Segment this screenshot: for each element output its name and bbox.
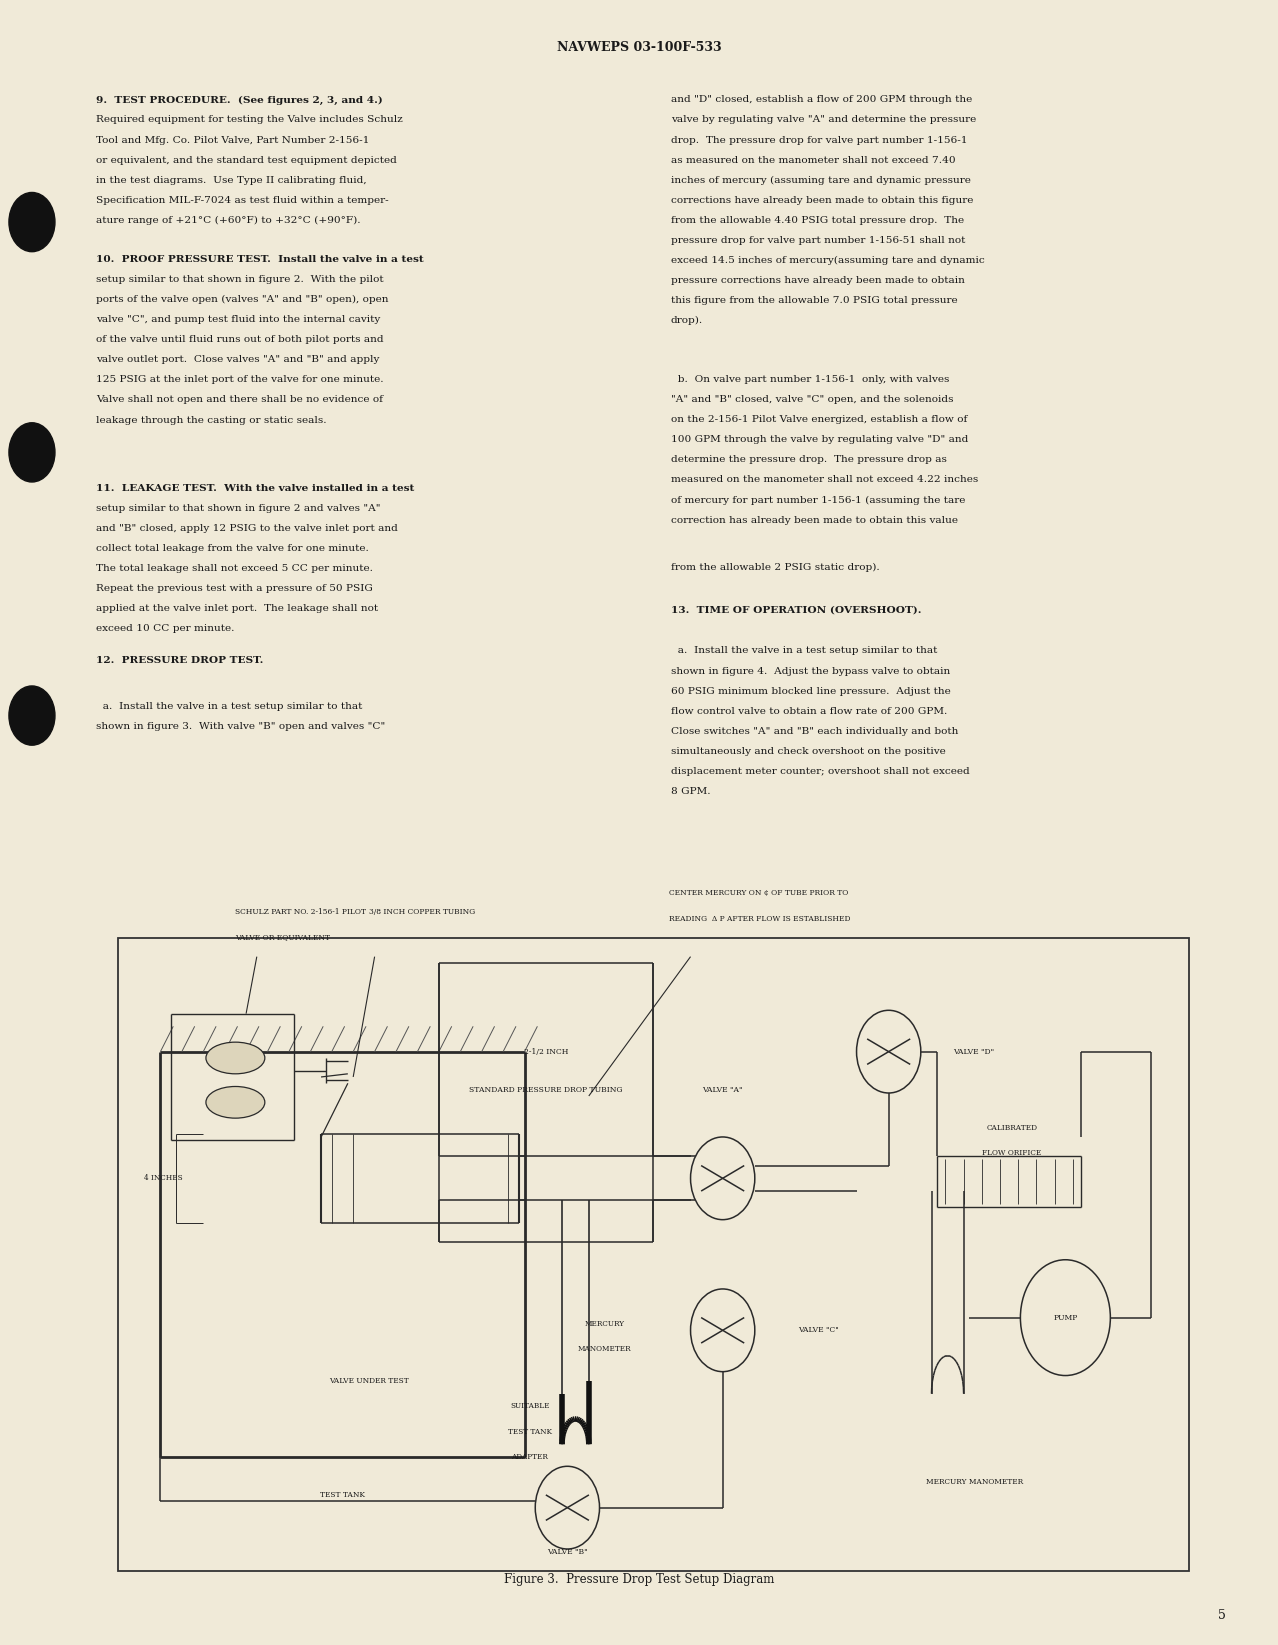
Text: measured on the manometer shall not exceed 4.22 inches: measured on the manometer shall not exce… <box>671 475 978 484</box>
Text: STANDARD PRESSURE DROP TUBING: STANDARD PRESSURE DROP TUBING <box>469 1086 622 1094</box>
Text: "A" and "B" closed, valve "C" open, and the solenoids: "A" and "B" closed, valve "C" open, and … <box>671 395 953 405</box>
Text: this figure from the allowable 7.0 PSIG total pressure: this figure from the allowable 7.0 PSIG … <box>671 296 957 304</box>
Text: 125 PSIG at the inlet port of the valve for one minute.: 125 PSIG at the inlet port of the valve … <box>96 375 383 385</box>
Text: on the 2-156-1 Pilot Valve energized, establish a flow of: on the 2-156-1 Pilot Valve energized, es… <box>671 415 967 424</box>
Text: flow control valve to obtain a flow rate of 200 GPM.: flow control valve to obtain a flow rate… <box>671 707 947 716</box>
Text: setup similar to that shown in figure 2 and valves "A": setup similar to that shown in figure 2 … <box>96 503 381 513</box>
Text: TEST TANK: TEST TANK <box>507 1428 552 1436</box>
Text: exceed 10 CC per minute.: exceed 10 CC per minute. <box>96 623 234 633</box>
Text: applied at the valve inlet port.  The leakage shall not: applied at the valve inlet port. The lea… <box>96 604 378 614</box>
Text: and "B" closed, apply 12 PSIG to the valve inlet port and: and "B" closed, apply 12 PSIG to the val… <box>96 523 397 533</box>
Text: CALIBRATED: CALIBRATED <box>987 1124 1038 1132</box>
Text: TEST TANK: TEST TANK <box>320 1490 366 1499</box>
Text: Repeat the previous test with a pressure of 50 PSIG: Repeat the previous test with a pressure… <box>96 584 373 592</box>
Circle shape <box>9 192 55 252</box>
Text: drop.  The pressure drop for valve part number 1-156-1: drop. The pressure drop for valve part n… <box>671 135 967 145</box>
FancyBboxPatch shape <box>118 938 1189 1571</box>
Text: as measured on the manometer shall not exceed 7.40: as measured on the manometer shall not e… <box>671 156 956 164</box>
Text: determine the pressure drop.  The pressure drop as: determine the pressure drop. The pressur… <box>671 456 947 464</box>
Text: PUMP: PUMP <box>1053 1314 1077 1321</box>
Text: 12.  PRESSURE DROP TEST.: 12. PRESSURE DROP TEST. <box>96 656 263 665</box>
Text: 11.  LEAKAGE TEST.  With the valve installed in a test: 11. LEAKAGE TEST. With the valve install… <box>96 484 414 492</box>
Text: Close switches "A" and "B" each individually and both: Close switches "A" and "B" each individu… <box>671 727 958 735</box>
Text: 10.  PROOF PRESSURE TEST.  Install the valve in a test: 10. PROOF PRESSURE TEST. Install the val… <box>96 255 423 263</box>
Text: leakage through the casting or static seals.: leakage through the casting or static se… <box>96 416 326 424</box>
Text: a.  Install the valve in a test setup similar to that: a. Install the valve in a test setup sim… <box>96 702 362 711</box>
Text: Valve shall not open and there shall be no evidence of: Valve shall not open and there shall be … <box>96 395 383 405</box>
Text: SUITABLE: SUITABLE <box>510 1402 550 1410</box>
Text: simultaneously and check overshoot on the positive: simultaneously and check overshoot on th… <box>671 747 946 755</box>
Text: from the allowable 4.40 PSIG total pressure drop.  The: from the allowable 4.40 PSIG total press… <box>671 215 964 225</box>
Text: Required equipment for testing the Valve includes Schulz: Required equipment for testing the Valve… <box>96 115 403 125</box>
Text: collect total leakage from the valve for one minute.: collect total leakage from the valve for… <box>96 544 369 553</box>
Text: SCHULZ PART NO. 2-156-1 PILOT: SCHULZ PART NO. 2-156-1 PILOT <box>235 908 367 916</box>
Text: 9.  TEST PROCEDURE.  (See figures 2, 3, and 4.): 9. TEST PROCEDURE. (See figures 2, 3, an… <box>96 95 382 105</box>
Circle shape <box>690 1290 755 1372</box>
Text: displacement meter counter; overshoot shall not exceed: displacement meter counter; overshoot sh… <box>671 767 970 776</box>
Circle shape <box>9 423 55 482</box>
Text: MERCURY MANOMETER: MERCURY MANOMETER <box>925 1479 1022 1487</box>
Text: VALVE OR EQUIVALENT: VALVE OR EQUIVALENT <box>235 934 331 941</box>
Text: Tool and Mfg. Co. Pilot Valve, Part Number 2-156-1: Tool and Mfg. Co. Pilot Valve, Part Numb… <box>96 135 369 145</box>
Circle shape <box>856 1010 920 1092</box>
Text: The total leakage shall not exceed 5 CC per minute.: The total leakage shall not exceed 5 CC … <box>96 564 373 572</box>
Text: NAVWEPS 03-100F-533: NAVWEPS 03-100F-533 <box>557 41 721 54</box>
Text: 5: 5 <box>1218 1609 1226 1622</box>
Text: b.  On valve part number 1-156-1  only, with valves: b. On valve part number 1-156-1 only, wi… <box>671 375 950 383</box>
Text: valve outlet port.  Close valves "A" and "B" and apply: valve outlet port. Close valves "A" and … <box>96 355 380 364</box>
Text: 4 INCHES: 4 INCHES <box>144 1175 183 1183</box>
Text: FLOW ORIFICE: FLOW ORIFICE <box>983 1148 1042 1156</box>
Text: pressure drop for valve part number 1-156-51 shall not: pressure drop for valve part number 1-15… <box>671 235 965 245</box>
Text: MERCURY: MERCURY <box>585 1319 625 1328</box>
Text: and "D" closed, establish a flow of 200 GPM through the: and "D" closed, establish a flow of 200 … <box>671 95 973 104</box>
Text: setup similar to that shown in figure 2.  With the pilot: setup similar to that shown in figure 2.… <box>96 275 383 285</box>
Text: VALVE "A": VALVE "A" <box>703 1086 743 1094</box>
Text: ature range of +21°C (+60°F) to +32°C (+90°F).: ature range of +21°C (+60°F) to +32°C (+… <box>96 215 360 225</box>
Text: from the allowable 2 PSIG static drop).: from the allowable 2 PSIG static drop). <box>671 563 879 572</box>
Text: a.  Install the valve in a test setup similar to that: a. Install the valve in a test setup sim… <box>671 646 937 655</box>
Circle shape <box>9 686 55 745</box>
Text: drop).: drop). <box>671 316 703 326</box>
Text: Figure 3.  Pressure Drop Test Setup Diagram: Figure 3. Pressure Drop Test Setup Diagr… <box>504 1573 774 1586</box>
Circle shape <box>535 1466 599 1550</box>
Text: VALVE UNDER TEST: VALVE UNDER TEST <box>330 1377 409 1385</box>
Text: shown in figure 3.  With valve "B" open and valves "C": shown in figure 3. With valve "B" open a… <box>96 722 385 732</box>
Text: VALVE "C": VALVE "C" <box>797 1326 838 1334</box>
Text: 8 GPM.: 8 GPM. <box>671 786 711 796</box>
Text: exceed 14.5 inches of mercury(assuming tare and dynamic: exceed 14.5 inches of mercury(assuming t… <box>671 257 985 265</box>
Ellipse shape <box>206 1043 265 1074</box>
Text: in the test diagrams.  Use Type II calibrating fluid,: in the test diagrams. Use Type II calibr… <box>96 176 367 184</box>
Text: ports of the valve open (valves "A" and "B" open), open: ports of the valve open (valves "A" and … <box>96 294 389 304</box>
Text: ADAPTER: ADAPTER <box>511 1453 548 1461</box>
Text: VALVE "D": VALVE "D" <box>953 1048 994 1056</box>
Ellipse shape <box>206 1086 265 1119</box>
Text: 13.  TIME OF OPERATION (OVERSHOOT).: 13. TIME OF OPERATION (OVERSHOOT). <box>671 605 921 614</box>
Text: or equivalent, and the standard test equipment depicted: or equivalent, and the standard test equ… <box>96 156 396 164</box>
Text: 60 PSIG minimum blocked line pressure.  Adjust the: 60 PSIG minimum blocked line pressure. A… <box>671 686 951 696</box>
Text: correction has already been made to obtain this value: correction has already been made to obta… <box>671 515 958 525</box>
Text: of mercury for part number 1-156-1 (assuming the tare: of mercury for part number 1-156-1 (assu… <box>671 495 965 505</box>
Text: MANOMETER: MANOMETER <box>578 1346 631 1354</box>
Text: 3/8 INCH COPPER TUBING: 3/8 INCH COPPER TUBING <box>369 908 475 916</box>
Text: corrections have already been made to obtain this figure: corrections have already been made to ob… <box>671 196 974 204</box>
Text: 100 GPM through the valve by regulating valve "D" and: 100 GPM through the valve by regulating … <box>671 436 969 444</box>
Text: valve by regulating valve "A" and determine the pressure: valve by regulating valve "A" and determ… <box>671 115 976 125</box>
Circle shape <box>1020 1260 1111 1375</box>
Text: 2-1/2 INCH: 2-1/2 INCH <box>524 1048 569 1056</box>
Text: VALVE "B": VALVE "B" <box>547 1548 588 1556</box>
Text: inches of mercury (assuming tare and dynamic pressure: inches of mercury (assuming tare and dyn… <box>671 176 971 184</box>
Circle shape <box>690 1137 755 1219</box>
Text: of the valve until fluid runs out of both pilot ports and: of the valve until fluid runs out of bot… <box>96 336 383 344</box>
Text: READING  Δ P AFTER FLOW IS ESTABLISHED: READING Δ P AFTER FLOW IS ESTABLISHED <box>670 915 851 923</box>
Text: valve "C", and pump test fluid into the internal cavity: valve "C", and pump test fluid into the … <box>96 316 380 324</box>
Text: Specification MIL-F-7024 as test fluid within a temper-: Specification MIL-F-7024 as test fluid w… <box>96 196 389 204</box>
Text: CENTER MERCURY ON ¢ OF TUBE PRIOR TO: CENTER MERCURY ON ¢ OF TUBE PRIOR TO <box>670 890 849 897</box>
Text: pressure corrections have already been made to obtain: pressure corrections have already been m… <box>671 276 965 285</box>
Text: shown in figure 4.  Adjust the bypass valve to obtain: shown in figure 4. Adjust the bypass val… <box>671 666 951 676</box>
